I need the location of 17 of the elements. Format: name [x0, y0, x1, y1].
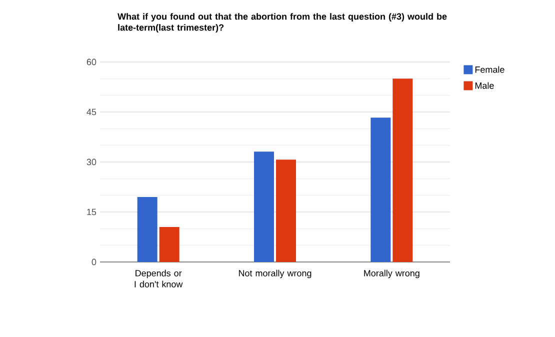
y-tick-label: 60 — [86, 58, 96, 66]
bar — [276, 160, 296, 262]
x-tick-label: Depends or I don't know — [134, 270, 183, 288]
y-tick-label: 0 — [92, 258, 96, 266]
bar — [159, 226, 180, 262]
y-tick-label: 30 — [86, 158, 96, 166]
legend-label: Female — [475, 66, 504, 73]
x-tick-label: Morally wrong — [364, 270, 420, 278]
chart-title: What if you found out that the abortion from the last question (#3) would be late-term(last trimester)? — [118, 13, 447, 32]
bar — [392, 78, 413, 262]
bar — [370, 118, 391, 262]
legend-label: Male — [475, 82, 494, 89]
x-tick-label: Not morally wrong — [238, 270, 312, 278]
y-tick-label: 45 — [86, 108, 96, 116]
y-tick-label: 15 — [87, 208, 96, 216]
bar — [137, 196, 158, 262]
bar — [254, 152, 274, 262]
